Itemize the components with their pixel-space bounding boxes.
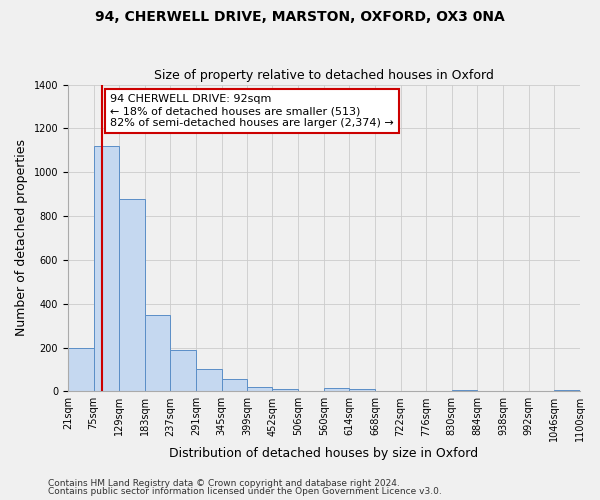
Bar bbox=[272, 389, 298, 392]
Bar bbox=[349, 389, 375, 392]
Text: 94, CHERWELL DRIVE, MARSTON, OXFORD, OX3 0NA: 94, CHERWELL DRIVE, MARSTON, OXFORD, OX3… bbox=[95, 10, 505, 24]
Bar bbox=[221, 380, 247, 392]
Bar bbox=[145, 314, 170, 392]
X-axis label: Distribution of detached houses by size in Oxford: Distribution of detached houses by size … bbox=[169, 447, 479, 460]
Bar bbox=[324, 388, 349, 392]
Bar bbox=[247, 387, 272, 392]
Bar bbox=[170, 350, 196, 392]
Y-axis label: Number of detached properties: Number of detached properties bbox=[15, 140, 28, 336]
Text: 94 CHERWELL DRIVE: 92sqm
← 18% of detached houses are smaller (513)
82% of semi-: 94 CHERWELL DRIVE: 92sqm ← 18% of detach… bbox=[110, 94, 394, 128]
Text: Contains HM Land Registry data © Crown copyright and database right 2024.: Contains HM Land Registry data © Crown c… bbox=[48, 478, 400, 488]
Text: Contains public sector information licensed under the Open Government Licence v3: Contains public sector information licen… bbox=[48, 487, 442, 496]
Bar bbox=[554, 390, 580, 392]
Bar bbox=[94, 146, 119, 392]
Title: Size of property relative to detached houses in Oxford: Size of property relative to detached ho… bbox=[154, 69, 494, 82]
Bar bbox=[68, 348, 94, 392]
Bar bbox=[119, 198, 145, 392]
Bar bbox=[196, 370, 221, 392]
Bar bbox=[452, 390, 478, 392]
